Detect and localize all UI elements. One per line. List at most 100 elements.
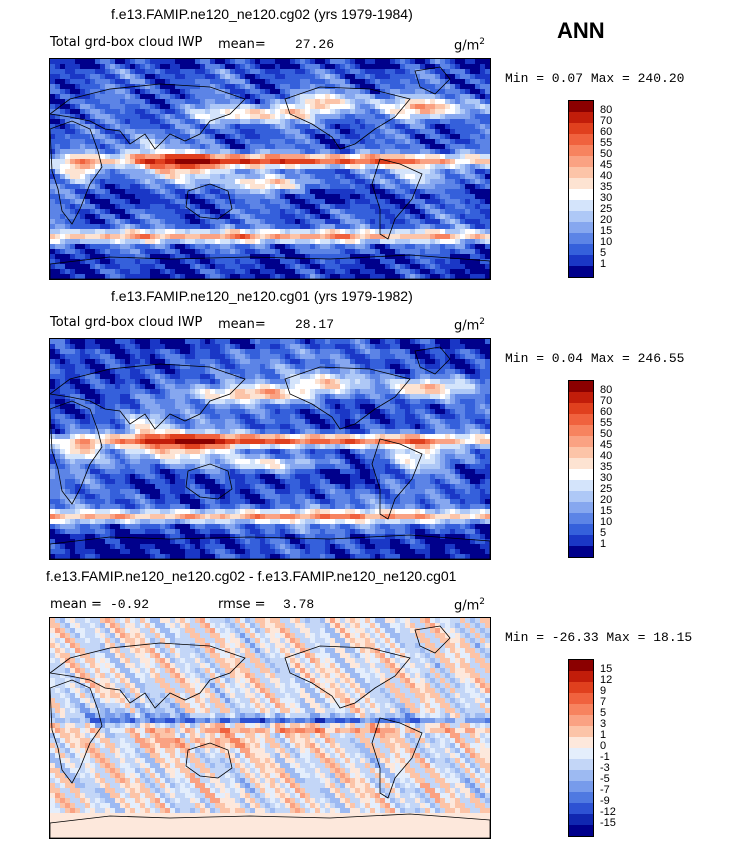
- colorbar-tick-label: 1: [600, 258, 607, 270]
- colorbar-swatch: [569, 671, 593, 682]
- colorbar-tick-label: 80: [600, 384, 613, 396]
- colorbar-swatch: [569, 770, 593, 781]
- coastline: [50, 813, 490, 838]
- colorbar-tick-label: 50: [600, 428, 613, 440]
- colorbar-tick-label: 15: [600, 663, 613, 675]
- panel-1-units: g/m2: [454, 37, 486, 54]
- colorbar-swatch: [569, 255, 593, 266]
- colorbar-tick-label: -3: [600, 762, 610, 774]
- coastline: [284, 86, 411, 150]
- colorbar-swatch: [569, 458, 593, 469]
- colorbar-frame: [568, 659, 594, 837]
- coastline: [284, 645, 411, 709]
- colorbar-swatch: [569, 825, 593, 836]
- colorbar-tick-label: 60: [600, 406, 613, 418]
- colorbar-swatch: [569, 792, 593, 803]
- colorbar-swatch: [569, 101, 593, 112]
- colorbar-tick-label: 20: [600, 214, 613, 226]
- panel-2-map-field: [50, 339, 490, 559]
- panel-2-variable-label: Total grd-box cloud IWP: [50, 315, 203, 330]
- panel-2-units: g/m2: [454, 317, 486, 334]
- colorbar-swatch: [569, 436, 593, 447]
- colorbar-swatch: [569, 244, 593, 255]
- coastline: [50, 83, 246, 150]
- season-label: ANN: [557, 18, 605, 43]
- colorbar-frame: [568, 100, 594, 278]
- panel-1-mean-label: mean=: [218, 37, 266, 52]
- colorbar-tick-label: 1: [600, 729, 607, 741]
- panel-2-map: [49, 338, 491, 560]
- colorbar-tick-label: 55: [600, 417, 613, 429]
- colorbar-tick-label: 12: [600, 674, 613, 686]
- colorbar-tick-label: 3: [600, 718, 607, 730]
- colorbar-tick-label: 0: [600, 740, 607, 752]
- colorbar-swatch: [569, 392, 593, 403]
- colorbar-tick-label: 15: [600, 225, 613, 237]
- panel-1-minmax: Min = 0.07 Max = 240.20: [505, 71, 685, 86]
- coastline: [50, 642, 246, 709]
- coastline: [50, 400, 103, 505]
- colorbar-tick-label: -5: [600, 773, 610, 785]
- coastline: [414, 66, 451, 95]
- panel-3-mean-value: -0.92: [110, 597, 150, 612]
- coastline: [185, 742, 233, 779]
- colorbar-tick-label: -7: [600, 784, 610, 796]
- colorbar-swatch: [569, 480, 593, 491]
- colorbar-tick-label: 7: [600, 696, 607, 708]
- coastline: [414, 625, 451, 654]
- panel-1-mean-value: 27.26: [295, 37, 335, 52]
- coastline: [50, 679, 103, 784]
- coastline: [50, 254, 490, 279]
- panel-3-title: f.e13.FAMIP.ne120_ne120.cg02 - f.e13.FAM…: [46, 568, 457, 584]
- colorbar-swatch: [569, 491, 593, 502]
- colorbar-tick-label: -9: [600, 795, 610, 807]
- colorbar-tick-label: -12: [600, 806, 616, 818]
- coastline: [371, 158, 423, 240]
- colorbar-tick-label: 40: [600, 170, 613, 182]
- colorbar-tick-label: 30: [600, 192, 613, 204]
- coastline: [371, 717, 423, 799]
- colorbar-tick-label: 10: [600, 236, 613, 248]
- colorbar-tick-label: 35: [600, 181, 613, 193]
- colorbar-swatch: [569, 726, 593, 737]
- colorbar-swatch: [569, 425, 593, 436]
- colorbar-tick-label: 5: [600, 707, 607, 719]
- colorbar-swatch: [569, 524, 593, 535]
- colorbar-swatch: [569, 535, 593, 546]
- colorbar-swatch: [569, 704, 593, 715]
- coastline: [414, 346, 451, 375]
- colorbar-swatch: [569, 660, 593, 671]
- coastline: [185, 183, 233, 220]
- colorbar-swatch: [569, 233, 593, 244]
- colorbar-tick-label: -1: [600, 751, 610, 763]
- panel-1-map-field: [50, 59, 490, 279]
- colorbar-swatch: [569, 546, 593, 557]
- colorbar-swatch: [569, 469, 593, 480]
- colorbar-tick-label: 50: [600, 148, 613, 160]
- panel-3-map-field: [50, 618, 490, 838]
- colorbar-swatch: [569, 266, 593, 277]
- colorbar-tick-label: 25: [600, 483, 613, 495]
- colorbar-tick-label: 20: [600, 494, 613, 506]
- panel-3-minmax: Min = -26.33 Max = 18.15: [505, 630, 693, 645]
- colorbar-swatch: [569, 814, 593, 825]
- colorbar-swatch: [569, 145, 593, 156]
- panel-3-rmse-label: rmse =: [218, 597, 266, 612]
- coastline: [185, 463, 233, 500]
- panel-1-title: f.e13.FAMIP.ne120_ne120.cg02 (yrs 1979-1…: [111, 6, 413, 22]
- panel-2-title: f.e13.FAMIP.ne120_ne120.cg01 (yrs 1979-1…: [111, 288, 413, 304]
- colorbar-tick-label: 80: [600, 104, 613, 116]
- colorbar-swatch: [569, 200, 593, 211]
- colorbar-swatch: [569, 759, 593, 770]
- colorbar-tick-label: 40: [600, 450, 613, 462]
- coastline: [284, 366, 411, 430]
- colorbar-swatch: [569, 211, 593, 222]
- colorbar-swatch: [569, 737, 593, 748]
- colorbar-swatch: [569, 414, 593, 425]
- colorbar-tick-label: 55: [600, 137, 613, 149]
- colorbar-tick-label: 5: [600, 247, 607, 259]
- colorbar-tick-label: 70: [600, 115, 613, 127]
- colorbar-swatch: [569, 403, 593, 414]
- colorbar-swatch: [569, 748, 593, 759]
- colorbar-swatch: [569, 167, 593, 178]
